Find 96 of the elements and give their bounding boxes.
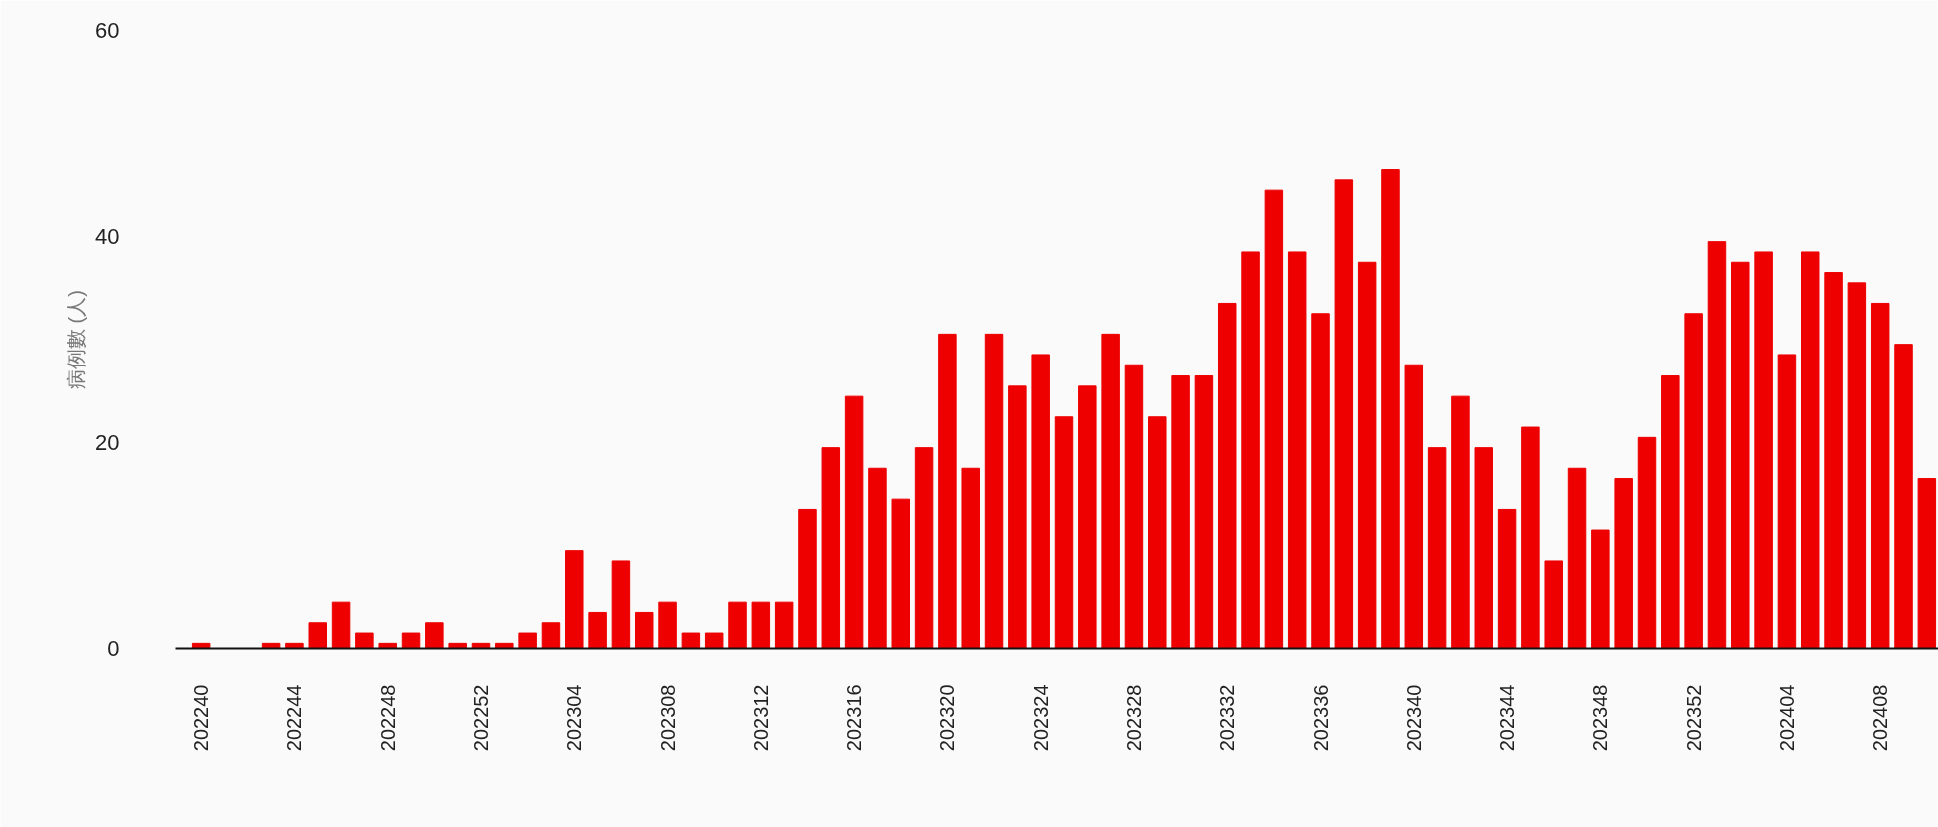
- bar: [1101, 333, 1120, 649]
- x-tick-label: 202328: [1122, 684, 1145, 752]
- bar: [1427, 447, 1447, 649]
- bar: [774, 601, 794, 649]
- bar: [728, 601, 747, 649]
- bar: [261, 642, 281, 649]
- y-tick-label: 20: [95, 430, 120, 455]
- x-tick-label: 202312: [749, 684, 772, 752]
- bar: [1707, 241, 1727, 649]
- bar: [448, 642, 467, 649]
- y-tick-label: 60: [95, 18, 120, 43]
- bar: [1054, 416, 1074, 649]
- bar: [285, 642, 304, 649]
- bar: [891, 498, 910, 649]
- x-tick-label: 202324: [1029, 684, 1052, 752]
- bar: [1894, 344, 1913, 649]
- bar: [1544, 560, 1563, 649]
- bar: [1800, 251, 1820, 649]
- x-tick-label: 202240: [190, 684, 213, 752]
- x-tick-label: 202336: [1309, 684, 1332, 752]
- x-tick-label: 202252: [469, 684, 492, 752]
- bar: [1171, 375, 1190, 649]
- bar: [1264, 189, 1284, 649]
- bar: [1287, 251, 1307, 649]
- x-tick-label: 202304: [563, 684, 586, 752]
- bar: [401, 632, 421, 649]
- y-axis-title: 病例數 (人): [65, 290, 88, 389]
- bar: [378, 642, 397, 649]
- x-tick-label: 202344: [1496, 684, 1519, 752]
- bar: [1008, 385, 1027, 649]
- bar: [1474, 447, 1493, 649]
- bar: [1847, 282, 1867, 649]
- y-tick-label: 0: [107, 636, 120, 661]
- bar: [611, 560, 631, 649]
- x-tick-label: 202408: [1869, 684, 1892, 752]
- bar: [1614, 478, 1633, 649]
- bar: [868, 467, 887, 649]
- bar: [751, 601, 771, 649]
- bar: [1824, 272, 1843, 649]
- x-tick-label: 202404: [1775, 684, 1798, 752]
- bar: [518, 632, 537, 649]
- bar: [1497, 508, 1517, 649]
- bar: [331, 601, 351, 649]
- x-tick-label: 202348: [1589, 684, 1612, 752]
- x-tick-label: 202316: [843, 684, 866, 752]
- bar: [1451, 395, 1470, 649]
- bar: [588, 611, 607, 649]
- bar: [704, 632, 724, 649]
- x-tick-label: 202340: [1402, 684, 1425, 752]
- bar: [1521, 426, 1540, 649]
- bar: [1870, 302, 1890, 649]
- bar: [634, 611, 654, 649]
- bar: [1917, 478, 1937, 649]
- bar: [1637, 436, 1657, 649]
- bar: [1754, 251, 1773, 649]
- bar: [565, 550, 584, 649]
- y-tick-label: 40: [95, 224, 120, 249]
- bar: [1031, 354, 1050, 649]
- bar: [1334, 179, 1354, 649]
- bar: [308, 622, 327, 649]
- x-tick-label: 202352: [1682, 684, 1705, 752]
- bar: [1357, 261, 1377, 649]
- bar: [1078, 385, 1097, 649]
- bar: [658, 601, 677, 649]
- bar: [191, 642, 211, 649]
- bar: [798, 508, 817, 649]
- bar: [1684, 313, 1703, 649]
- bar: [984, 333, 1004, 649]
- bar: [1404, 364, 1424, 649]
- x-tick-label: 202332: [1216, 684, 1239, 752]
- bar: [1661, 375, 1680, 649]
- bar: [1124, 364, 1144, 649]
- bar: [844, 395, 864, 649]
- bar: [1777, 354, 1797, 649]
- bar: [1311, 313, 1330, 649]
- bar: [1194, 375, 1214, 649]
- bar: [938, 333, 957, 649]
- bar: [821, 447, 841, 649]
- bar: [1148, 416, 1167, 649]
- bar: [1217, 302, 1237, 649]
- bar: [914, 447, 934, 649]
- bar: [1731, 261, 1750, 649]
- bar: [1591, 529, 1610, 649]
- x-tick-label: 202308: [656, 684, 679, 752]
- bar: [495, 642, 514, 649]
- x-tick-label: 202244: [283, 684, 306, 752]
- bar: [681, 632, 701, 649]
- bar: [1241, 251, 1260, 649]
- bar: [425, 622, 444, 649]
- x-tick-label: 202248: [376, 684, 399, 752]
- bar: [541, 622, 561, 649]
- x-tick-label: 202320: [936, 684, 959, 752]
- bar: [1381, 169, 1400, 649]
- bar: [1567, 467, 1587, 649]
- bar: [355, 632, 374, 649]
- bar: [961, 467, 980, 649]
